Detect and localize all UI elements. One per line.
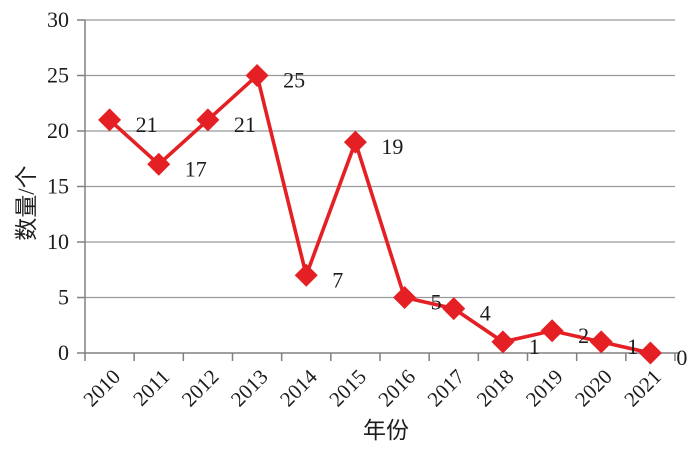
x-tick-label: 2017 bbox=[423, 365, 470, 412]
y-tick-label: 10 bbox=[47, 229, 69, 254]
x-tick-label: 2016 bbox=[373, 365, 420, 412]
data-point-label: 19 bbox=[381, 134, 403, 159]
data-point-label: 21 bbox=[136, 112, 158, 137]
x-tick-label: 2019 bbox=[521, 365, 568, 412]
data-point-label: 2 bbox=[578, 323, 589, 348]
data-point-label: 1 bbox=[529, 334, 540, 359]
x-tick-label: 2014 bbox=[275, 364, 322, 411]
x-tick-label: 2012 bbox=[177, 365, 224, 412]
x-tick-label: 2020 bbox=[570, 365, 617, 412]
y-tick-label: 15 bbox=[47, 174, 69, 199]
data-point-marker bbox=[491, 330, 515, 354]
data-point-label: 21 bbox=[234, 112, 256, 137]
y-tick-label: 5 bbox=[58, 285, 69, 310]
x-tick-label: 2011 bbox=[128, 365, 174, 411]
y-tick-label: 30 bbox=[47, 7, 69, 32]
data-point-marker bbox=[638, 341, 662, 365]
data-point-marker bbox=[589, 330, 613, 354]
y-tick-label: 25 bbox=[47, 63, 69, 88]
y-tick-label: 20 bbox=[47, 118, 69, 143]
data-point-marker bbox=[196, 108, 220, 132]
x-tick-label: 2010 bbox=[78, 365, 125, 412]
data-point-marker bbox=[294, 263, 318, 287]
data-point-label: 0 bbox=[676, 345, 687, 370]
data-point-marker bbox=[540, 319, 564, 343]
data-point-label: 25 bbox=[283, 68, 305, 93]
series-line bbox=[108, 72, 651, 355]
data-point-marker bbox=[147, 152, 171, 176]
data-point-marker bbox=[442, 297, 466, 321]
data-point-label: 5 bbox=[431, 290, 442, 315]
data-point-marker bbox=[393, 286, 417, 309]
x-tick-label: 2013 bbox=[226, 365, 273, 412]
x-tick-label: 2021 bbox=[619, 365, 666, 412]
data-point-label: 1 bbox=[627, 334, 638, 359]
data-point-label: 7 bbox=[332, 267, 343, 292]
data-point-marker bbox=[343, 130, 367, 154]
x-tick-label: 2015 bbox=[324, 365, 371, 412]
x-tick-label: 2018 bbox=[472, 365, 519, 412]
y-tick-label: 0 bbox=[58, 340, 69, 365]
data-point-label: 4 bbox=[480, 301, 491, 326]
data-point-marker bbox=[98, 108, 122, 132]
data-point-marker bbox=[245, 64, 269, 87]
data-point-label: 17 bbox=[185, 156, 207, 181]
